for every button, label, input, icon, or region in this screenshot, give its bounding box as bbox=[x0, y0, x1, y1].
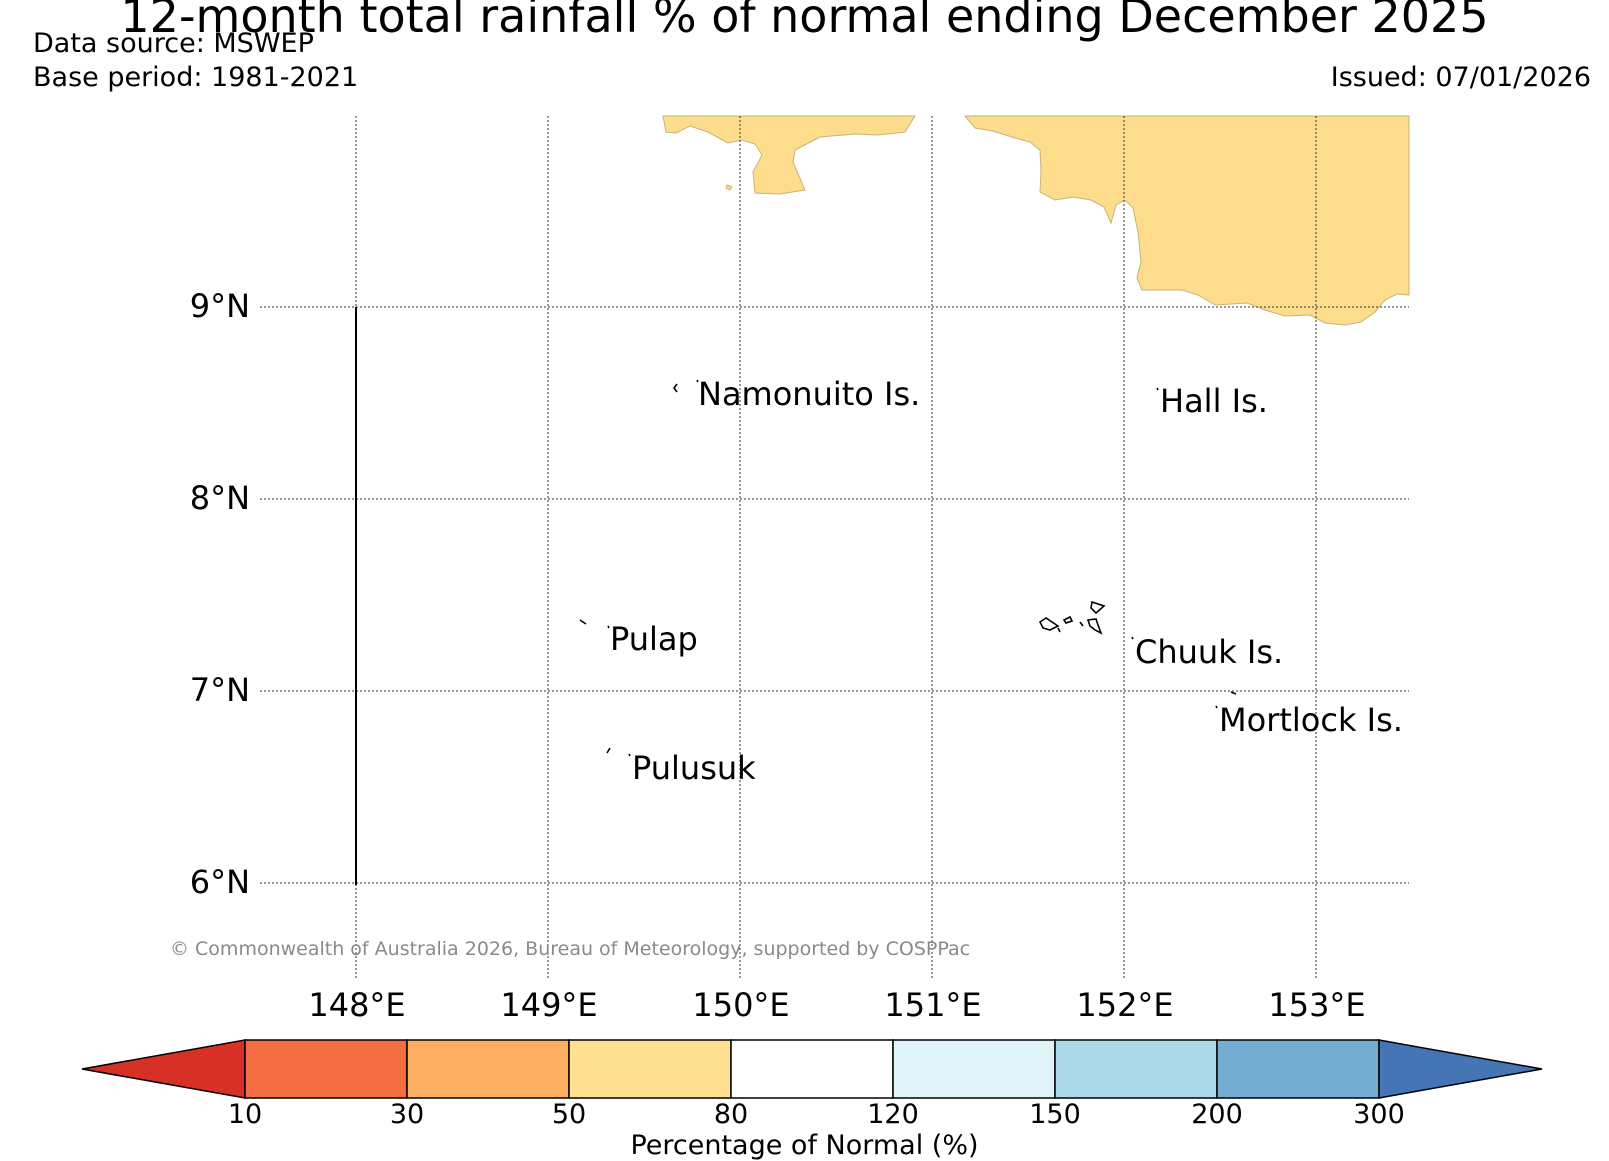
colorbar-tick: 300 bbox=[1353, 1099, 1405, 1130]
colorbar-tick: 120 bbox=[867, 1099, 919, 1130]
lon-label-153e: 153°E bbox=[1268, 986, 1366, 1024]
colorbar-tick: 150 bbox=[1029, 1099, 1081, 1130]
colorbar-tick: 10 bbox=[227, 1099, 263, 1130]
land-region-northeast bbox=[963, 115, 1410, 326]
colorbar-tick: 30 bbox=[389, 1099, 425, 1130]
place-label-namonuito: Namonuito Is. bbox=[698, 375, 921, 413]
data-source-label: Data source: MSWEP bbox=[33, 28, 314, 59]
colorbar-bin bbox=[892, 1039, 1056, 1099]
lat-label-8n: 8°N bbox=[189, 479, 250, 517]
place-label-pulusuk: Pulusuk bbox=[632, 749, 756, 787]
copyright-credit: © Commonwealth of Australia 2026, Bureau… bbox=[170, 938, 971, 960]
lat-label-6n: 6°N bbox=[189, 863, 250, 901]
base-period-label: Base period: 1981-2021 bbox=[33, 62, 359, 93]
colorbar-tick: 80 bbox=[713, 1099, 749, 1130]
lat-label-9n: 9°N bbox=[189, 287, 250, 325]
land-region-north bbox=[662, 115, 916, 195]
colorbar-label: Percentage of Normal (%) bbox=[630, 1130, 979, 1161]
colorbar-under-triangle bbox=[81, 1039, 246, 1099]
lon-label-148e: 148°E bbox=[308, 986, 406, 1024]
lon-label-150e: 150°E bbox=[692, 986, 790, 1024]
colorbar-bin bbox=[406, 1039, 570, 1099]
colorbar-bin bbox=[244, 1039, 408, 1099]
colorbar-bin bbox=[1216, 1039, 1380, 1099]
lon-label-151e: 151°E bbox=[884, 986, 982, 1024]
land-islet bbox=[725, 184, 733, 191]
map-title: 12-month total rainfall % of normal endi… bbox=[120, 0, 1489, 43]
colorbar bbox=[81, 1039, 1543, 1099]
colorbar-bin bbox=[1054, 1039, 1218, 1099]
colorbar-tick: 50 bbox=[551, 1099, 587, 1130]
colorbar-tick: 200 bbox=[1191, 1099, 1243, 1130]
colorbar-bin bbox=[568, 1039, 732, 1099]
island-outlines bbox=[579, 379, 1237, 757]
issued-date-label: Issued: 07/01/2026 bbox=[1330, 62, 1591, 93]
place-label-pulap: Pulap bbox=[610, 620, 698, 658]
lon-label-152e: 152°E bbox=[1076, 986, 1174, 1024]
colorbar-over-triangle bbox=[1378, 1039, 1543, 1099]
place-label-hall: Hall Is. bbox=[1160, 382, 1268, 420]
lon-label-149e: 149°E bbox=[500, 986, 598, 1024]
lat-label-7n: 7°N bbox=[189, 671, 250, 709]
colorbar-bin bbox=[730, 1039, 894, 1099]
place-label-chuuk: Chuuk Is. bbox=[1135, 633, 1284, 671]
place-label-mortlock: Mortlock Is. bbox=[1219, 701, 1403, 739]
graticule bbox=[260, 116, 1409, 978]
